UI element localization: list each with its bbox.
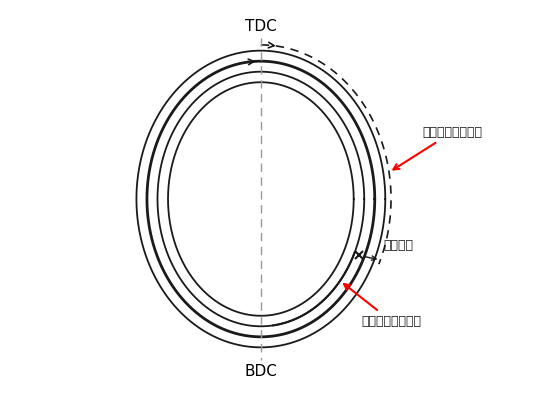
Text: BDC: BDC — [244, 364, 277, 378]
Text: TDC: TDC — [245, 20, 277, 34]
Text: 向发动机上部穿绕: 向发动机上部穿绕 — [393, 125, 483, 170]
Text: 探孔位置: 探孔位置 — [383, 239, 413, 252]
Text: 从发动机底部穿绕: 从发动机底部穿绕 — [344, 284, 421, 328]
